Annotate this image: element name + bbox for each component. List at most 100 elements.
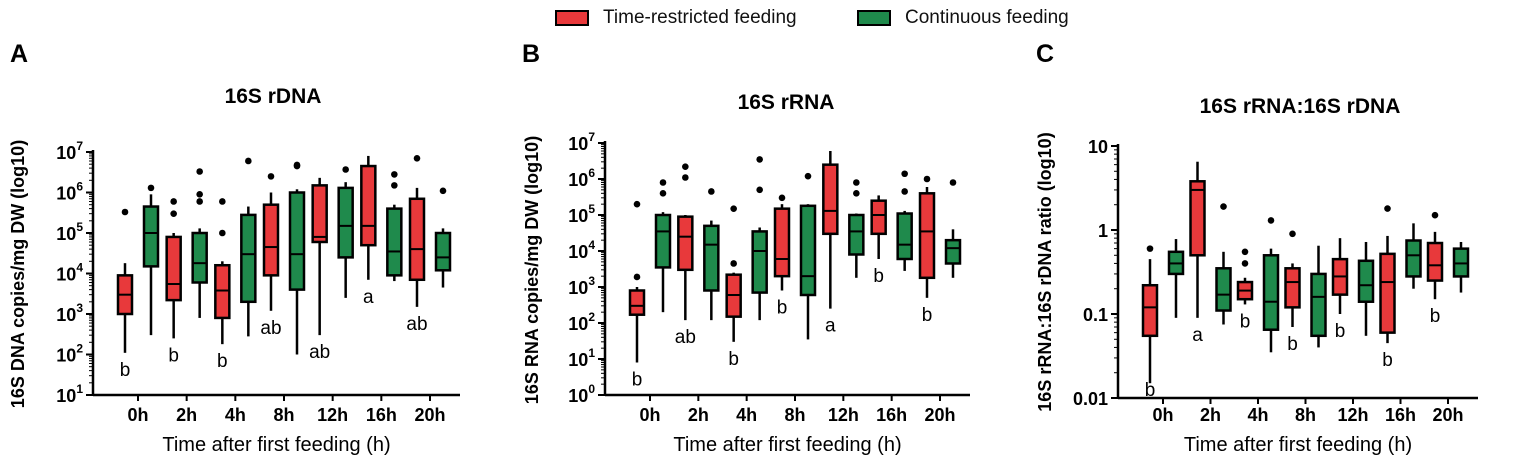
- box-iqr: [311, 184, 328, 244]
- box-continuous-0h: [1167, 239, 1185, 318]
- panel-a: A 16S rDNA 16S DNA copies/mg DW (log10) Tim…: [8, 40, 460, 456]
- outlier-point: [682, 163, 689, 170]
- box-iqr: [214, 263, 231, 320]
- y-tick-label: 106: [568, 166, 595, 190]
- outlier-point: [219, 229, 226, 237]
- box-iqr: [386, 207, 403, 277]
- y-tick-label: 104: [56, 261, 83, 285]
- panel-title: 16S rDNA: [225, 85, 322, 108]
- box-iqr: [918, 192, 936, 280]
- outlier-point: [756, 156, 763, 163]
- legend-label-time-restricted: Time-restricted feeding: [603, 7, 797, 28]
- box-iqr: [191, 231, 208, 284]
- box-time-restricted-12h: [822, 150, 839, 309]
- outlier-point: [1241, 248, 1249, 256]
- x-tick-label: 16h: [876, 405, 907, 425]
- box-continuous-16h: [896, 170, 913, 271]
- outlier-point: [778, 194, 786, 202]
- outlier-point: [901, 170, 908, 178]
- box-iqr: [773, 207, 791, 278]
- box-continuous-16h: [1405, 223, 1422, 289]
- box-iqr: [1141, 283, 1159, 338]
- outlier-point: [633, 273, 641, 281]
- box-iqr: [896, 212, 913, 261]
- significance-letter: b: [168, 345, 179, 366]
- significance-letter: b: [777, 297, 788, 318]
- outlier-point: [901, 188, 908, 195]
- box-time-restricted-16h: [360, 155, 377, 280]
- panel-b: B 16S rRNA 16S RNA copies/mg DW (log10) Tim…: [522, 40, 970, 456]
- outlier-point: [342, 166, 349, 173]
- box-iqr: [628, 289, 646, 316]
- x-tick-label: 12h: [1337, 405, 1368, 425]
- significance-letter: ab: [406, 314, 427, 335]
- box-continuous-12h: [1357, 241, 1375, 336]
- outlier-point: [1289, 230, 1296, 238]
- legend: Time-restricted feeding Continuous feedi…: [0, 0, 1535, 36]
- outlier-point: [413, 154, 421, 162]
- significance-letter: b: [120, 360, 131, 381]
- outlier-point: [949, 179, 957, 186]
- y-tick-label: 105: [568, 202, 595, 226]
- significance-letter: ab: [309, 342, 330, 363]
- x-axis-label: Time after first feeding (h): [162, 434, 390, 456]
- box-time-restricted-2h: [677, 163, 694, 321]
- box-iqr: [165, 235, 182, 302]
- box-time-restricted-12h: [1331, 238, 1349, 314]
- significance-letter: b: [873, 266, 884, 287]
- box-continuous-2h: [1215, 203, 1232, 325]
- significance-letter: b: [632, 369, 643, 390]
- box-iqr: [677, 215, 694, 272]
- significance-letter: ab: [260, 318, 281, 339]
- y-tick-label: 107: [56, 139, 83, 163]
- panel-letter: B: [522, 40, 540, 68]
- x-tick-label: 0h: [127, 405, 148, 425]
- outlier-point: [170, 198, 177, 205]
- y-tick-label: 105: [56, 220, 83, 244]
- box-continuous-16h: [386, 171, 403, 282]
- significance-letter: b: [217, 351, 228, 372]
- x-tick-label: 20h: [1432, 405, 1463, 425]
- significance-letter: ab: [675, 327, 696, 348]
- box-continuous-12h: [848, 179, 865, 278]
- box-continuous-20h: [1452, 241, 1470, 293]
- x-tick-label: 8h: [273, 405, 294, 425]
- outlier-point: [756, 186, 763, 194]
- box-iqr: [1357, 259, 1375, 303]
- box-continuous-4h: [1262, 217, 1280, 353]
- outlier-point: [923, 175, 931, 183]
- x-tick-label: 8h: [1295, 405, 1316, 425]
- significance-letter: b: [1145, 380, 1156, 401]
- box-continuous-2h: [703, 188, 720, 321]
- outlier-point: [730, 260, 737, 267]
- box-iqr: [1215, 267, 1232, 312]
- box-continuous-12h: [337, 166, 354, 298]
- outlier-point: [147, 184, 155, 192]
- outlier-point: [1241, 260, 1249, 267]
- box-time-restricted-12h: [311, 177, 328, 336]
- box-continuous-0h: [142, 184, 160, 336]
- box-iqr: [870, 199, 887, 236]
- y-tick-label: 0.01: [1073, 389, 1108, 409]
- x-tick-label: 4h: [736, 405, 757, 425]
- outlier-point: [1431, 211, 1439, 219]
- significance-letter: b: [1335, 321, 1346, 342]
- box-iqr: [1284, 267, 1301, 309]
- outlier-point: [853, 190, 860, 197]
- x-tick-label: 16h: [366, 405, 397, 425]
- box-time-restricted-8h: [262, 173, 280, 311]
- outlier-point: [633, 200, 641, 208]
- box-time-restricted-2h: [1189, 161, 1206, 318]
- y-axis-label: 16S rRNA:16S rDNA ratio (log10): [1035, 132, 1055, 411]
- box-iqr: [1189, 180, 1206, 257]
- box-time-restricted-20h: [1426, 211, 1444, 300]
- box-time-restricted-2h: [165, 198, 182, 339]
- box-continuous-20h: [434, 187, 452, 288]
- y-tick-label: 102: [56, 342, 83, 366]
- outlier-point: [1267, 217, 1275, 224]
- box-time-restricted-0h: [116, 208, 134, 353]
- significance-letter: a: [363, 287, 374, 308]
- outlier-point: [219, 198, 226, 205]
- box-time-restricted-0h: [628, 200, 646, 363]
- outlier-point: [121, 208, 129, 216]
